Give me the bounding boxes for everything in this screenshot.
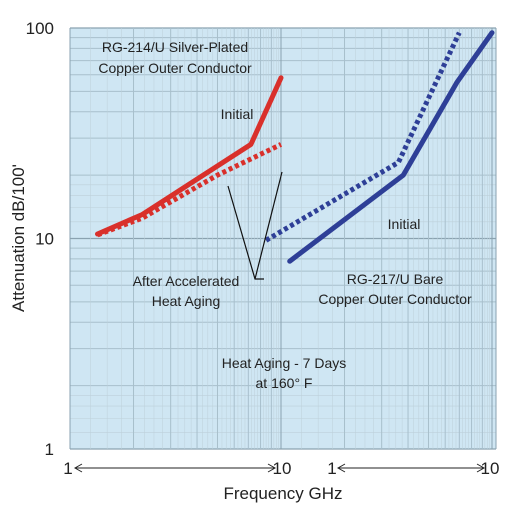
arrow-head: [476, 463, 486, 473]
arrow-head: [73, 463, 83, 473]
annotation-rg217: RG-217/U Bare: [347, 271, 444, 287]
annotation-heat-aging: at 160° F: [256, 375, 313, 391]
arrow-head: [336, 463, 346, 473]
leader-line: [254, 171, 283, 280]
x-tick-label: 10: [481, 459, 500, 478]
y-tick-1: 1: [45, 440, 54, 459]
annotation-after-aging: After Accelerated: [133, 273, 240, 289]
y-tick-10: 10: [35, 230, 54, 249]
annotation-rg214: RG-214/U Silver-Plated: [102, 39, 248, 55]
x-tick-label: 10: [273, 459, 292, 478]
series-layer: [95, 30, 495, 280]
series-line-4: [264, 31, 462, 243]
series-line-2: [96, 142, 283, 238]
annotation-initial-blue: Initial: [388, 216, 421, 232]
y-tick-100: 100: [26, 19, 54, 38]
series-line-3: [287, 30, 495, 264]
arrow-head: [267, 463, 277, 473]
annotation-heat-aging: Heat Aging - 7 Days: [222, 355, 347, 371]
x-tick-label: 1: [63, 459, 72, 478]
x-tick-label: 1: [327, 459, 336, 478]
annotation-rg217: Copper Outer Conductor: [318, 291, 472, 307]
x-axis-title: Frequency GHz: [223, 484, 342, 503]
y-axis-title: Attenuation dB/100': [9, 164, 28, 312]
annotation-after-aging: Heat Aging: [152, 293, 221, 309]
annotation-initial-red: Initial: [221, 106, 254, 122]
labels-layer: 1 10 100 1 10 1 10 Frequency GHz Attenuation dB/…: [9, 19, 499, 503]
annotation-rg214: Copper Outer Conductor: [98, 60, 252, 76]
